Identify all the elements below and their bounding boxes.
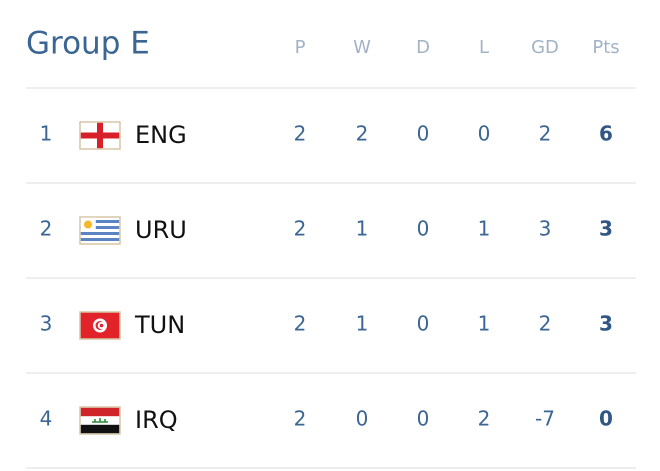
column-header: L	[479, 37, 489, 58]
stat: 0	[417, 122, 430, 146]
stat: -7	[535, 407, 555, 431]
team-name: TUN	[134, 311, 185, 339]
stat: 2	[294, 312, 307, 336]
stat: 1	[478, 217, 491, 241]
stat: 2	[478, 407, 491, 431]
group-title: Group E	[26, 26, 150, 62]
stat: 2	[539, 122, 552, 146]
stat: 0	[417, 312, 430, 336]
rank: 4	[40, 407, 53, 431]
stat: 2	[356, 122, 369, 146]
rank: 1	[40, 122, 53, 146]
stat: 1	[356, 312, 369, 336]
points: 3	[599, 217, 613, 241]
column-header: Pts	[592, 37, 619, 58]
stat: 0	[417, 217, 430, 241]
column-header: GD	[531, 37, 559, 58]
team-name: IRQ	[135, 406, 178, 434]
flag-eng	[79, 121, 121, 150]
rank: 3	[40, 312, 53, 336]
stat: 0	[478, 122, 491, 146]
stat: 2	[539, 312, 552, 336]
points: 3	[599, 312, 613, 336]
stat: 0	[417, 407, 430, 431]
team-name: URU	[135, 216, 187, 244]
flag-tun	[79, 311, 121, 340]
flag-uru	[79, 216, 121, 245]
stat: 2	[294, 407, 307, 431]
stat: 3	[539, 217, 552, 241]
points: 6	[599, 122, 613, 146]
stat: 0	[356, 407, 369, 431]
stat: 2	[294, 217, 307, 241]
flag-irq	[79, 406, 121, 435]
rank: 2	[40, 217, 53, 241]
column-header: D	[416, 37, 430, 58]
stat: 2	[294, 122, 307, 146]
stat: 1	[356, 217, 369, 241]
points: 0	[599, 407, 613, 431]
team-name: ENG	[135, 121, 187, 149]
column-header: W	[353, 37, 371, 58]
stat: 1	[478, 312, 491, 336]
column-header: P	[295, 37, 306, 58]
